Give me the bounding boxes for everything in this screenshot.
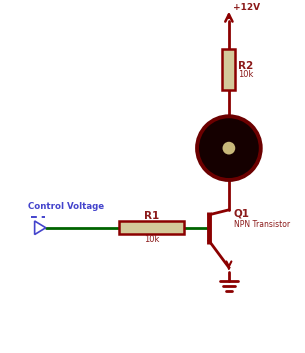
Text: 10k: 10k [238, 70, 253, 79]
Bar [222, 49, 235, 90]
Text: R1: R1 [144, 211, 160, 221]
Text: +12V: +12V [233, 3, 260, 12]
Bar [120, 221, 184, 234]
Circle shape [223, 142, 235, 155]
Text: Control Voltage: Control Voltage [28, 202, 104, 211]
Text: NPN Transistor: NPN Transistor [234, 220, 290, 229]
Text: R2: R2 [238, 60, 253, 71]
Text: 10k: 10k [144, 235, 160, 244]
Circle shape [197, 116, 261, 180]
Text: Q1: Q1 [234, 209, 250, 219]
